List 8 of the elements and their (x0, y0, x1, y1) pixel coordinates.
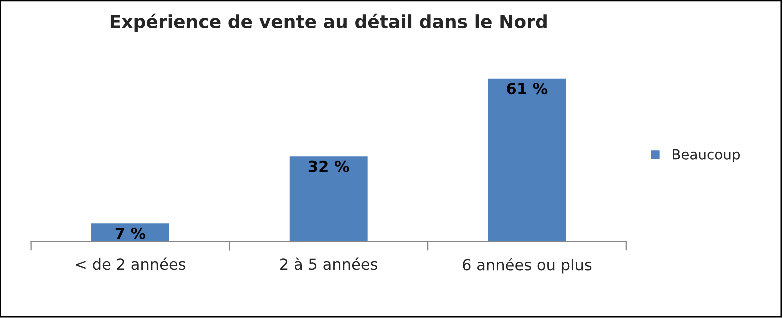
legend-label: Beaucoup (673, 150, 740, 163)
chart-title: Expérience de vente au détail dans le Nord (110, 14, 547, 32)
data-label: 7 % (116, 228, 146, 240)
x-tick-label: 2 à 5 années (280, 258, 378, 270)
x-tick-label: 6 années ou plus (463, 258, 592, 274)
data-label: 61 % (507, 83, 548, 95)
data-label: 32 % (308, 160, 350, 172)
x-tick-label: < de 2 années (76, 258, 186, 270)
